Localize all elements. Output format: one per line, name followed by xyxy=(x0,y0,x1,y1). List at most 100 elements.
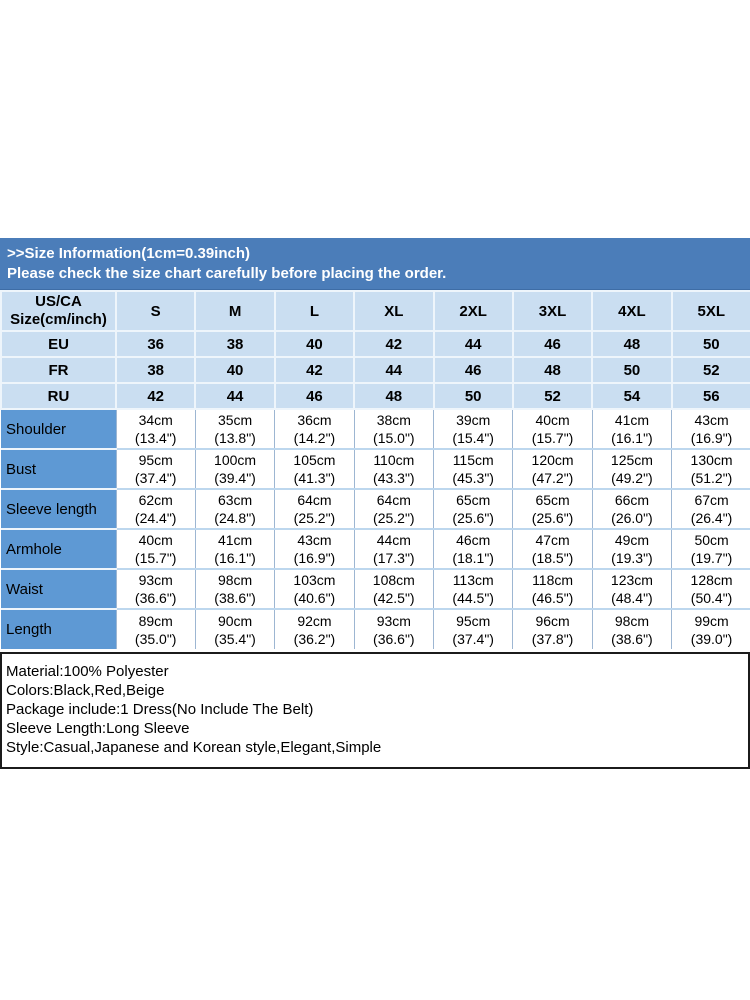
value-inch: (39.0") xyxy=(690,630,733,647)
region-size-value: 46 xyxy=(511,330,594,358)
value-cm: 96cm xyxy=(535,612,570,629)
region-size-value: 36 xyxy=(114,330,197,358)
value-cm: 98cm xyxy=(217,572,253,588)
measurement-row: Shoulder 34cm (13.4") 35cm (13.8") 36cm (14.2"… xyxy=(1,408,750,449)
value-cm: 95cm xyxy=(138,452,173,468)
value-inch: (24.4") xyxy=(134,510,177,526)
value-inch: (16.9") xyxy=(293,550,336,566)
value-inch: (18.5") xyxy=(531,550,574,566)
region-size-value: 44 xyxy=(194,382,276,410)
measurement-value-cell: 64cm (25.2") xyxy=(353,488,434,529)
measurement-value-cell: 108cm (42.5") xyxy=(353,568,434,609)
size-column-header: 2XL xyxy=(432,290,514,332)
value-inch: (35.0") xyxy=(134,630,177,647)
value-cm: 103cm xyxy=(293,572,336,588)
value-inch: (19.7") xyxy=(690,550,733,566)
value-cm: 36cm xyxy=(297,412,332,428)
value-inch: (15.7") xyxy=(531,430,574,446)
region-size-value: 56 xyxy=(670,382,750,410)
region-size-value: 46 xyxy=(432,356,514,384)
region-size-value: 46 xyxy=(273,382,356,410)
region-size-value: 52 xyxy=(511,382,594,410)
corner-header-line1: US/CA xyxy=(35,293,82,310)
region-size-row: EU 36 38 40 42 44 46 48 50 xyxy=(0,330,750,358)
measurement-value-cell: 93cm (36.6") xyxy=(115,568,196,609)
value-cm: 63cm xyxy=(217,492,253,508)
region-size-value: 48 xyxy=(511,356,594,384)
value-cm: 62cm xyxy=(138,492,173,508)
corner-header-cell: US/CA Size(cm/inch) xyxy=(0,290,117,332)
value-cm: 64cm xyxy=(376,492,411,508)
value-inch: (42.5") xyxy=(373,590,415,606)
value-cm: 105cm xyxy=(293,452,336,468)
value-cm: 41cm xyxy=(614,412,650,428)
size-chart-page: >>Size Information(1cm=0.39inch) Please … xyxy=(0,238,750,769)
region-size-value: 40 xyxy=(273,330,356,358)
value-cm: 50cm xyxy=(694,532,729,548)
measurement-value-cell: 113cm (44.5") xyxy=(432,568,513,609)
size-column-header: L xyxy=(273,290,356,332)
value-inch: (16.9") xyxy=(690,430,733,446)
value-cm: 34cm xyxy=(138,412,173,428)
value-cm: 41cm xyxy=(217,532,253,548)
value-inch: (37.4") xyxy=(452,630,494,647)
size-table: US/CA Size(cm/inch) S M L XL 2XL 3XL 4XL 5XL EU… xyxy=(0,290,750,649)
measurement-value-cell: 98cm (38.6") xyxy=(194,568,275,609)
product-info-line: Sleeve Length:Long Sleeve xyxy=(6,720,190,737)
value-cm: 49cm xyxy=(614,532,650,548)
measurement-value-cell: 99cm (39.0") xyxy=(671,608,750,649)
measurement-value-cell: 43cm (16.9") xyxy=(671,408,750,449)
measurement-label: Length xyxy=(1,608,117,649)
measurement-value-cell: 103cm (40.6") xyxy=(274,568,355,609)
measurement-value-cell: 49cm (19.3") xyxy=(591,528,672,569)
value-cm: 125cm xyxy=(610,452,653,468)
value-cm: 67cm xyxy=(694,492,729,508)
measurement-value-cell: 64cm (25.2") xyxy=(274,488,355,529)
measurement-value-cell: 50cm (19.7") xyxy=(671,528,750,569)
measurement-value-cell: 40cm (15.7") xyxy=(115,528,196,569)
measurement-value-cell: 66cm (26.0") xyxy=(591,488,672,529)
value-inch: (49.2") xyxy=(611,470,653,486)
measurement-value-cell: 38cm (15.0") xyxy=(353,408,434,449)
value-cm: 95cm xyxy=(456,612,491,629)
measurement-row: Length 89cm (35.0") 90cm (35.4") 92cm (36.2") 9… xyxy=(1,608,750,649)
measurement-value-cell: 95cm (37.4") xyxy=(432,608,513,649)
corner-header-line2: Size(cm/inch) xyxy=(10,311,107,328)
measurement-label: Bust xyxy=(1,448,117,489)
measurement-value-cell: 36cm (14.2") xyxy=(274,408,355,449)
value-cm: 65cm xyxy=(535,492,570,508)
value-inch: (13.8") xyxy=(214,430,256,446)
size-info-banner: >>Size Information(1cm=0.39inch) Please … xyxy=(0,238,750,290)
value-inch: (38.6") xyxy=(214,590,256,606)
value-inch: (14.2") xyxy=(293,430,336,446)
banner-title: >>Size Information(1cm=0.39inch) xyxy=(7,245,250,262)
value-cm: 128cm xyxy=(690,572,733,588)
product-info-line: Package include:1 Dress(No Include The B… xyxy=(6,701,314,718)
value-inch: (44.5") xyxy=(452,590,494,606)
region-label: FR xyxy=(0,356,117,384)
measurement-value-cell: 115cm (45.3") xyxy=(432,448,513,489)
measurement-value-cell: 40cm (15.7") xyxy=(512,408,593,449)
value-cm: 98cm xyxy=(614,612,650,629)
region-size-value: 42 xyxy=(353,330,435,358)
value-inch: (16.1") xyxy=(214,550,256,566)
measurement-value-cell: 41cm (16.1") xyxy=(591,408,672,449)
value-inch: (40.6") xyxy=(293,590,336,606)
value-inch: (39.4") xyxy=(214,470,256,486)
measurement-value-cell: 67cm (26.4") xyxy=(671,488,750,529)
region-size-value: 48 xyxy=(353,382,435,410)
measurement-row: Armhole 40cm (15.7") 41cm (16.1") 43cm (16.9")… xyxy=(1,528,750,569)
value-inch: (37.4") xyxy=(134,470,177,486)
value-cm: 100cm xyxy=(214,452,257,468)
value-cm: 93cm xyxy=(138,572,173,588)
measurement-value-cell: 34cm (13.4") xyxy=(115,408,196,449)
value-cm: 108cm xyxy=(372,572,415,588)
value-cm: 92cm xyxy=(297,612,332,629)
banner-subtitle: Please check the size chart carefully be… xyxy=(7,265,447,282)
region-size-row: FR 38 40 42 44 46 48 50 52 xyxy=(0,356,750,384)
value-inch: (50.4") xyxy=(690,590,733,606)
measurement-value-cell: 35cm (13.8") xyxy=(194,408,275,449)
measurement-value-cell: 125cm (49.2") xyxy=(591,448,672,489)
value-inch: (13.4") xyxy=(134,430,177,446)
measurement-row: Bust 95cm (37.4") 100cm (39.4") 105cm (41.3") 1… xyxy=(1,448,750,489)
